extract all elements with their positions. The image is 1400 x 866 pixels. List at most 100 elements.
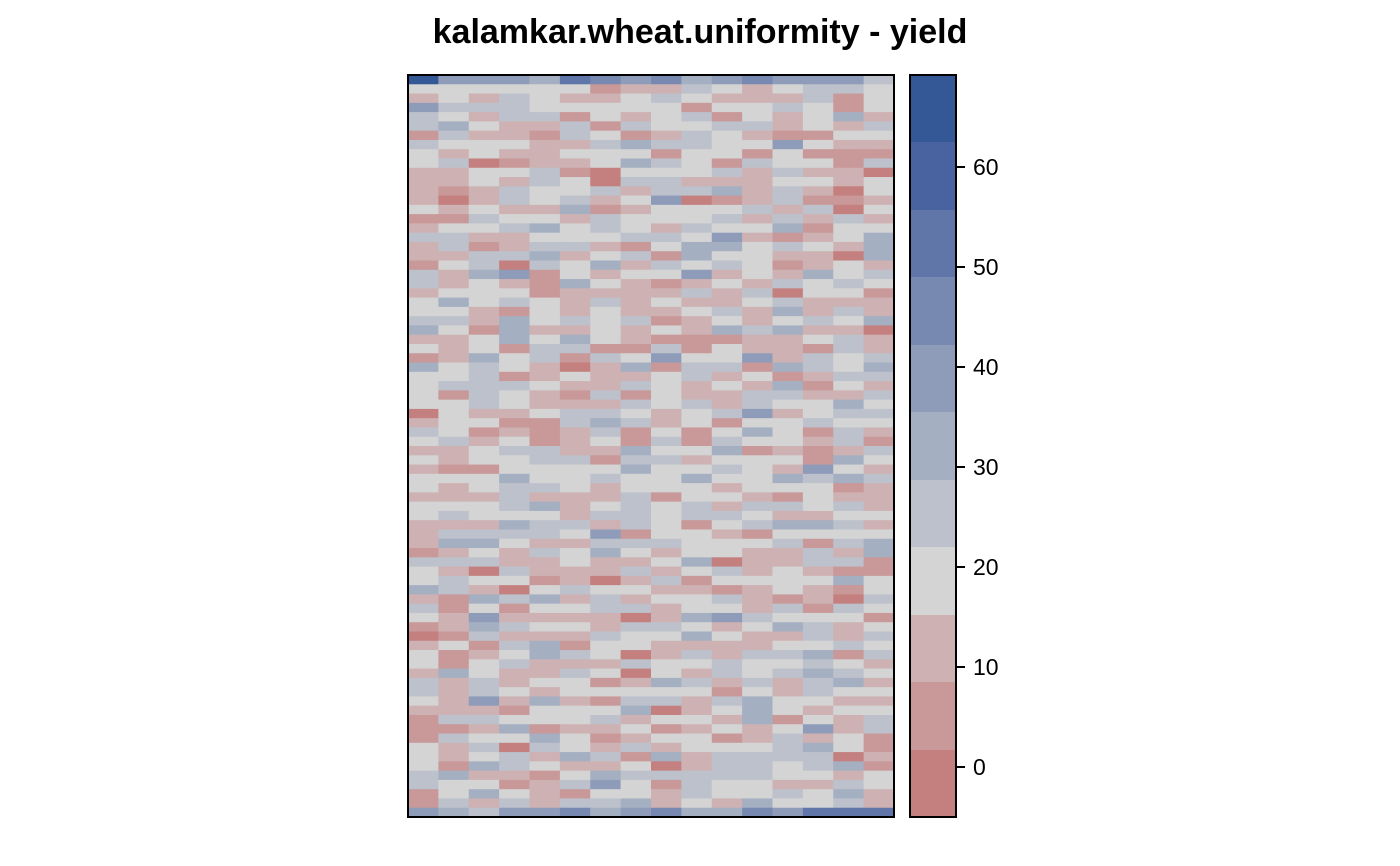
heatmap-cell <box>711 789 743 800</box>
heatmap-cell <box>863 455 895 466</box>
heatmap-cell <box>681 724 713 735</box>
heatmap-cell <box>833 334 865 345</box>
heatmap-cell <box>863 297 895 308</box>
heatmap-cell <box>681 316 713 327</box>
heatmap-cell <box>559 316 591 327</box>
heatmap-cell <box>711 362 743 373</box>
heatmap-cell <box>468 149 500 160</box>
heatmap-cell <box>772 705 804 716</box>
heatmap-cell <box>863 789 895 800</box>
heatmap-cell <box>499 288 531 299</box>
heatmap-cell <box>651 251 682 262</box>
heatmap-cell <box>772 733 804 744</box>
heatmap-cell <box>742 455 774 466</box>
heatmap-cell <box>742 631 774 642</box>
heatmap-cell <box>651 492 682 503</box>
heatmap-cell <box>802 714 834 725</box>
heatmap-cell <box>408 436 439 447</box>
heatmap-cell <box>651 603 682 614</box>
heatmap-cell <box>863 408 895 419</box>
heatmap-cell <box>802 585 834 596</box>
heatmap-cell <box>620 714 652 725</box>
heatmap-cell <box>620 186 652 197</box>
heatmap-cell <box>438 520 470 531</box>
heatmap-cell <box>802 687 834 698</box>
heatmap-cell <box>408 195 439 206</box>
heatmap-cell <box>620 288 652 299</box>
heatmap-cell <box>499 84 531 95</box>
heatmap-cell <box>590 529 622 540</box>
heatmap-cell <box>651 84 682 95</box>
heatmap-cell <box>559 594 591 605</box>
heatmap-cell <box>590 204 622 215</box>
heatmap-cell <box>772 399 804 410</box>
heatmap-cell <box>802 390 834 401</box>
heatmap-cell <box>772 390 804 401</box>
heatmap-cell <box>590 473 622 484</box>
heatmap-cell <box>408 139 439 150</box>
colorbar-band <box>910 345 956 412</box>
heatmap-cell <box>468 297 500 308</box>
heatmap-cell <box>802 186 834 197</box>
heatmap-cell <box>802 529 834 540</box>
heatmap-cell <box>772 102 804 113</box>
heatmap-cell <box>711 241 743 252</box>
heatmap-cell <box>499 251 531 262</box>
heatmap-cell <box>651 260 682 271</box>
heatmap-cell <box>559 557 591 568</box>
heatmap-cell <box>711 84 743 95</box>
heatmap-cell <box>772 279 804 289</box>
heatmap-cell <box>620 594 652 605</box>
heatmap-cell <box>802 742 834 753</box>
heatmap-cell <box>742 733 774 744</box>
heatmap-cell <box>620 789 652 800</box>
heatmap-cell <box>408 631 439 642</box>
heatmap-cell <box>590 714 622 725</box>
heatmap-cell <box>802 473 834 484</box>
heatmap-cell <box>742 260 774 271</box>
heatmap-cell <box>681 492 713 503</box>
heatmap-cell <box>499 418 531 429</box>
heatmap-cell <box>742 93 774 104</box>
heatmap-cell <box>772 204 804 215</box>
heatmap-cell <box>681 603 713 614</box>
heatmap-cell <box>711 325 743 336</box>
heatmap-cell <box>711 492 743 503</box>
heatmap-cell <box>833 112 865 122</box>
heatmap-cell <box>802 594 834 605</box>
heatmap-cell <box>499 538 531 549</box>
heatmap-cell <box>468 538 500 549</box>
heatmap-cell <box>802 501 834 512</box>
colorbar-band <box>910 682 956 750</box>
heatmap-cell <box>408 714 439 725</box>
heatmap-cell <box>863 622 895 633</box>
heatmap-cell <box>529 343 561 354</box>
heatmap-cell <box>499 473 531 484</box>
heatmap-cell <box>833 130 865 141</box>
heatmap-cell <box>863 362 895 373</box>
heatmap-cell <box>711 714 743 725</box>
heatmap-cell <box>742 575 774 586</box>
heatmap-cell <box>772 149 804 160</box>
heatmap-cell <box>711 594 743 605</box>
heatmap-cell <box>559 464 591 475</box>
heatmap-cell <box>863 724 895 735</box>
heatmap-cell <box>408 538 439 549</box>
heatmap-cell <box>468 93 500 104</box>
heatmap-cell <box>468 316 500 327</box>
heatmap-cell <box>651 306 682 317</box>
heatmap-cell <box>468 492 500 503</box>
heatmap-cell <box>772 538 804 549</box>
heatmap-cell <box>559 520 591 531</box>
heatmap-cell <box>802 770 834 781</box>
heatmap-cell <box>863 446 895 456</box>
heatmap-cell <box>651 139 682 150</box>
heatmap-cell <box>772 158 804 169</box>
heatmap-cell <box>863 752 895 762</box>
heatmap-cell <box>681 399 713 410</box>
heatmap-cell <box>408 288 439 299</box>
heatmap-cell <box>772 353 804 364</box>
heatmap-cell <box>863 677 895 688</box>
heatmap-cell <box>802 622 834 633</box>
heatmap-cell <box>499 158 531 169</box>
